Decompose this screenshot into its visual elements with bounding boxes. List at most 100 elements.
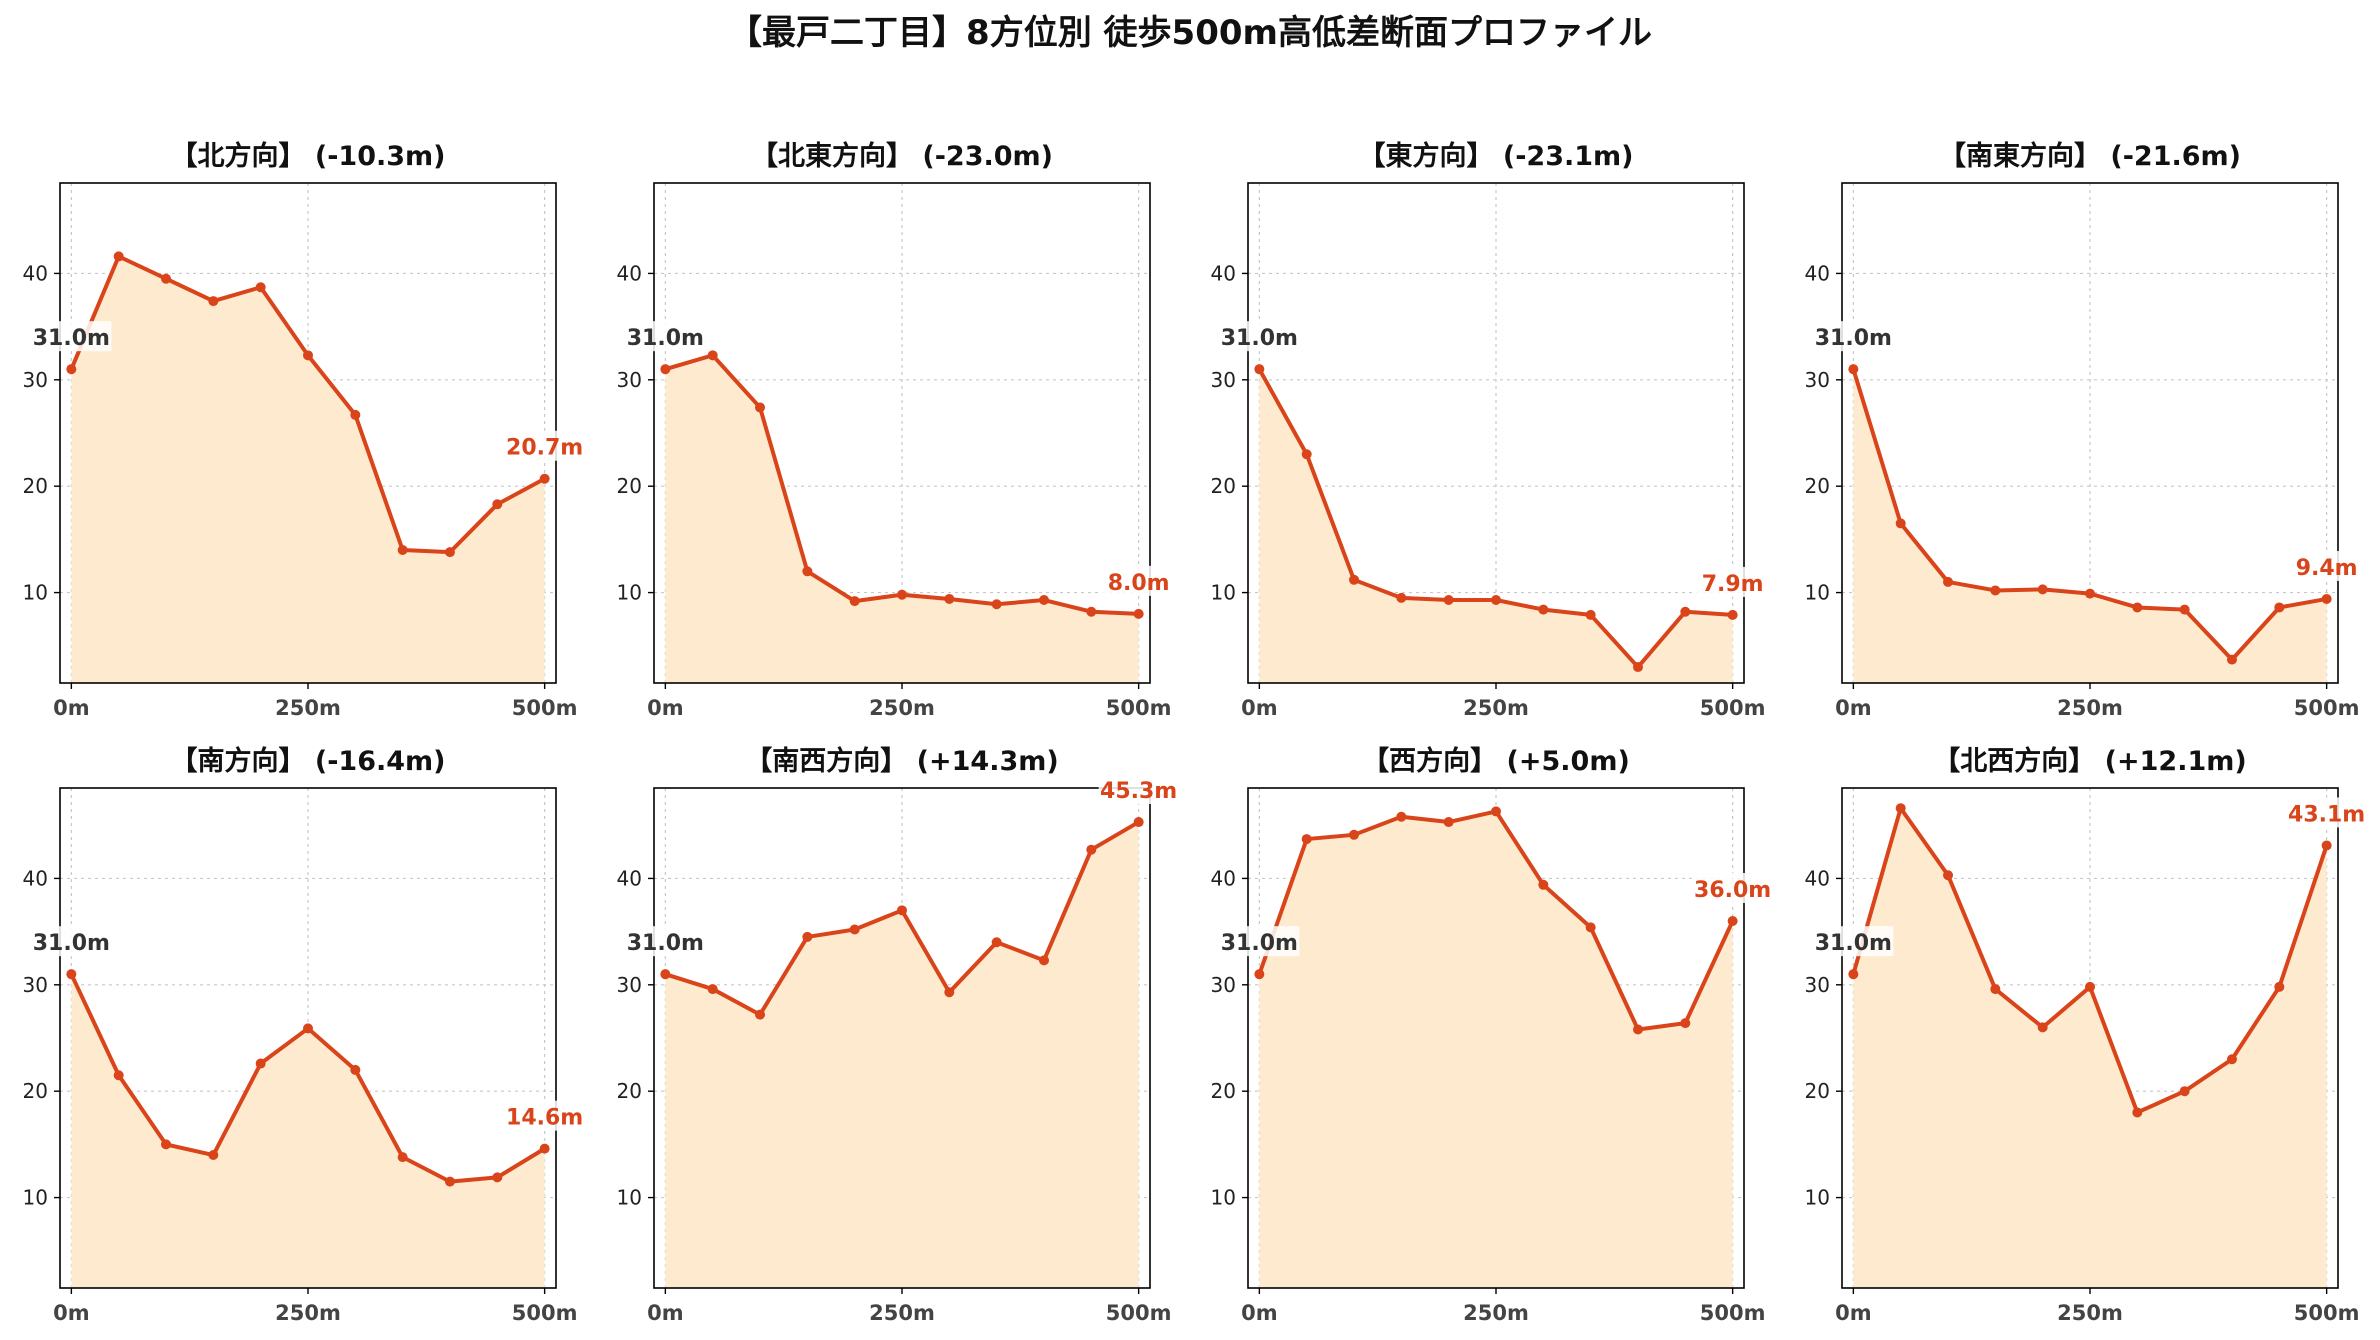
data-point [303, 350, 313, 361]
end-label-bg [2286, 797, 2367, 828]
start-value-label: 31.0m [33, 931, 110, 956]
y-tick-label: 20 [1805, 474, 1830, 498]
data-point [2037, 1022, 2048, 1033]
data-point [944, 593, 955, 604]
start-label-bg [1219, 926, 1300, 957]
data-point [492, 1172, 503, 1183]
y-tick-label: 30 [617, 973, 642, 997]
data-point [1990, 585, 2001, 596]
start-value-label: 31.0m [627, 326, 704, 351]
x-tick-label: 500m [1106, 696, 1172, 720]
end-value-label: 20.7m [506, 436, 583, 461]
panels-grid: 【北方向】 (-10.3m) 10 20 30 40 0m 250m 500m 31.0m 20.… [23, 140, 2367, 1325]
data-point [1632, 1024, 1643, 1035]
end-value-label: 45.3m [1100, 779, 1177, 804]
x-tick-label: 250m [275, 696, 341, 720]
y-tick-label: 10 [617, 581, 642, 605]
data-point [1848, 969, 1859, 980]
data-point [1895, 803, 1906, 814]
data-point [1396, 811, 1407, 822]
end-label-bg [1692, 872, 1773, 903]
end-label-bg [2286, 550, 2367, 581]
data-point [1443, 595, 1454, 606]
y-tick-label: 20 [23, 474, 48, 498]
data-point [849, 924, 860, 935]
end-label-bg [1098, 565, 1179, 596]
start-value-label: 31.0m [627, 931, 704, 956]
profile-panel: 【東方向】 (-23.1m) 10 20 30 40 0m 250m 500m 31.0m 7.9… [1211, 140, 1773, 720]
start-value-label: 31.0m [1221, 326, 1298, 351]
y-tick-label: 30 [1805, 973, 1830, 997]
elevation-area [665, 355, 1139, 683]
y-tick-label: 30 [23, 973, 48, 997]
y-tick-label: 10 [1211, 581, 1236, 605]
x-tick-label: 0m [53, 696, 90, 720]
data-point [1848, 364, 1859, 375]
elevation-area [1259, 811, 1733, 1288]
end-label-bg [1692, 566, 1773, 597]
y-tick-label: 30 [1805, 368, 1830, 392]
y-tick-label: 20 [1805, 1079, 1830, 1103]
data-point [1895, 518, 1906, 529]
y-tick-label: 30 [617, 368, 642, 392]
data-point [755, 402, 766, 413]
x-tick-label: 0m [1241, 696, 1278, 720]
data-point [1680, 606, 1691, 617]
data-point [161, 1139, 172, 1150]
x-tick-label: 250m [869, 696, 935, 720]
y-tick-label: 20 [617, 474, 642, 498]
start-label-bg [1813, 926, 1894, 957]
y-tick-label: 30 [1211, 368, 1236, 392]
data-point [1990, 984, 2001, 995]
data-point [1632, 662, 1643, 673]
data-point [1727, 609, 1738, 620]
y-tick-label: 30 [1211, 973, 1236, 997]
y-tick-label: 40 [1805, 866, 1830, 890]
data-point [208, 1150, 219, 1161]
start-label-bg [1813, 321, 1894, 352]
end-label-bg [1098, 774, 1179, 805]
data-point [2274, 981, 2285, 992]
end-label-bg [504, 430, 585, 461]
y-tick-label: 20 [1211, 474, 1236, 498]
data-point [66, 969, 77, 980]
elevation-area [71, 256, 545, 683]
y-tick-label: 10 [23, 581, 48, 605]
elevation-area [1853, 369, 2327, 683]
x-tick-label: 500m [2294, 696, 2360, 720]
data-point [2179, 604, 2190, 615]
data-point [397, 545, 408, 556]
x-tick-label: 0m [647, 1301, 684, 1325]
data-point [1396, 592, 1407, 603]
start-label-bg [31, 926, 112, 957]
elevation-area [1259, 369, 1733, 683]
data-point [1943, 870, 1954, 881]
panel-title: 【北方向】 (-10.3m) [170, 140, 445, 172]
data-point [1254, 969, 1265, 980]
data-point [755, 1009, 766, 1020]
end-label-bg [504, 1100, 585, 1131]
start-value-label: 31.0m [1221, 931, 1298, 956]
data-point [1038, 955, 1049, 966]
end-value-label: 7.9m [1702, 572, 1764, 597]
y-tick-label: 40 [617, 261, 642, 285]
data-point [1680, 1018, 1691, 1029]
panel-title: 【北西方向】 (+12.1m) [1933, 745, 2246, 777]
profile-panel: 【西方向】 (+5.0m) 10 20 30 40 0m 250m 500m 31.0m 36.0… [1211, 745, 1773, 1325]
data-point [113, 251, 124, 262]
start-value-label: 31.0m [33, 326, 110, 351]
y-tick-label: 10 [1211, 1186, 1236, 1210]
data-point [1301, 834, 1312, 845]
data-point [802, 566, 813, 577]
x-tick-label: 250m [1463, 1301, 1529, 1325]
x-tick-label: 0m [1241, 1301, 1278, 1325]
start-label-bg [625, 321, 706, 352]
data-point [539, 473, 550, 484]
profile-panel: 【北西方向】 (+12.1m) 10 20 30 40 0m 250m 500m 31.0m 43… [1805, 745, 2367, 1325]
data-point [1301, 449, 1312, 460]
y-tick-label: 40 [1211, 866, 1236, 890]
data-point [1538, 604, 1549, 615]
data-point [1491, 595, 1501, 606]
data-point [113, 1070, 124, 1081]
data-point [660, 969, 671, 980]
